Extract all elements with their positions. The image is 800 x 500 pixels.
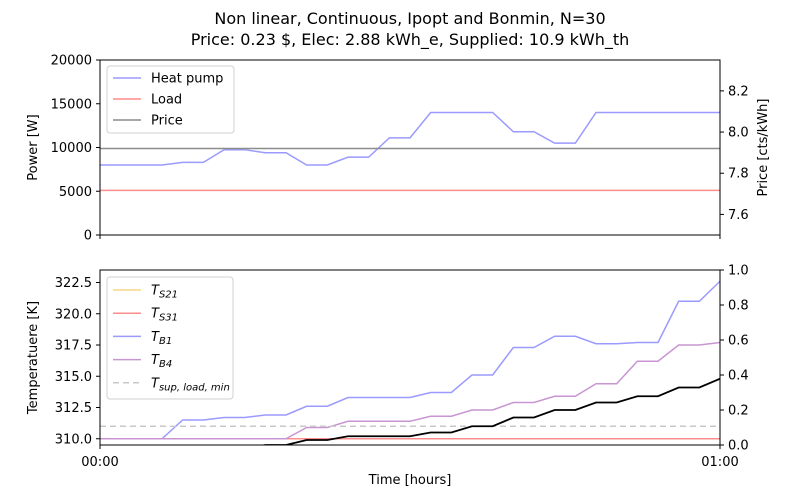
legend-entry-label: TB4 (151, 353, 172, 370)
y2-tick-label: 0.8 (728, 299, 749, 314)
y-tick-label: 317.5 (55, 339, 92, 354)
y-tick-label: 310.0 (55, 432, 92, 447)
y-tick-label: 10000 (51, 141, 92, 156)
legend-label-base: T (151, 353, 160, 368)
y-tick-label: 312.5 (55, 401, 92, 416)
power-price-panel: 0 5000 10000 15000 20000 7.6 7.8 8.0 8.2 Power [W… (26, 54, 771, 244)
y2-tick-label: 7.8 (728, 167, 749, 182)
legend-label-subscript: sup, load, min (159, 382, 230, 393)
y2-axis-label: Price [cts/kWh] (756, 98, 771, 196)
y2-tick-label: 0.2 (728, 404, 749, 419)
legend-entry-label: TB1 (151, 330, 172, 347)
y2-tick-label: 0.4 (728, 369, 749, 384)
y2-tick-label: 8.2 (728, 84, 749, 99)
x-tick-label: 01:00 (701, 455, 738, 470)
y-tick-label: 315.0 (55, 370, 92, 385)
legend-entry-label: Price (151, 114, 183, 129)
legend-box (106, 276, 234, 400)
y2-tick-label: 0.6 (728, 334, 749, 349)
series-line-heat-pump (100, 111, 720, 166)
legend-label-subscript: S21 (159, 290, 178, 301)
chart-title-line-2: Price: 0.23 $, Elec: 2.88 kWh_e, Supplie… (191, 30, 630, 50)
legend-box (106, 65, 235, 134)
axes-frame (99, 269, 721, 446)
x-axis-label: Time [hours] (368, 473, 452, 488)
legend-label-base: T (151, 284, 160, 299)
series-line-t-b1 (100, 280, 720, 440)
legend-label-subscript: B4 (159, 359, 172, 370)
y2-tick-label: 7.6 (728, 208, 749, 223)
y-tick-label: 20000 (51, 54, 92, 69)
legend-entry-label: TS31 (151, 307, 178, 324)
legend: Heat pump Load Price (106, 65, 235, 134)
legend-entry-label: TS21 (151, 284, 178, 301)
plot-area (100, 280, 720, 445)
legend-label-base: T (151, 330, 160, 345)
x-tick-label: 00:00 (81, 455, 118, 470)
legend-entry-label: Heat pump (151, 72, 223, 87)
legend-label-subscript: B1 (159, 336, 172, 347)
legend-label-base: T (151, 376, 160, 391)
legend-label-base: T (151, 307, 160, 322)
y2-tick-label: 1.0 (728, 264, 749, 279)
series-line-unlabeled-5 (260, 377, 720, 445)
plot-area (100, 111, 720, 192)
y-tick-label: 15000 (51, 97, 92, 112)
temperature-panel: 310.0 312.5 315.0 317.5 320.0 322.5 0.0 0.2 0.4 0… (26, 264, 749, 489)
series-line-t-b4 (100, 341, 720, 440)
y-tick-label: 5000 (59, 185, 92, 200)
legend-label-subscript: S31 (159, 313, 178, 324)
y-tick-label: 322.5 (55, 276, 92, 291)
legend-entry-label: Tsup, load, min (151, 376, 230, 393)
y2-tick-label: 8.0 (728, 126, 749, 141)
y2-tick-label: 0.0 (728, 439, 749, 454)
y-tick-label: 320.0 (55, 307, 92, 322)
legend-entry-label: Load (151, 93, 182, 108)
y-tick-label: 0 (84, 229, 92, 244)
y-axis-label: Temperatuere [K] (26, 301, 41, 415)
chart-title-line-1: Non linear, Continuous, Ipopt and Bonmin… (214, 9, 605, 28)
y-axis-label: Power [W] (26, 114, 41, 180)
